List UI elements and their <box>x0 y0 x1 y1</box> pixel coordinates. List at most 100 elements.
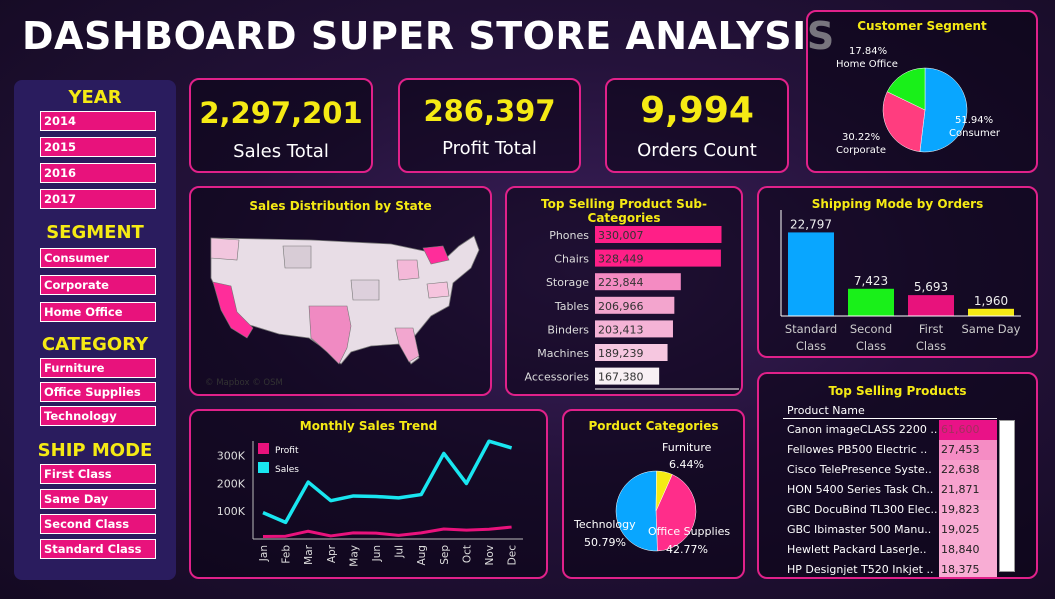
pie-slice-furniture[interactable] <box>655 470 673 512</box>
ship-category-standard-class-line0: Standard <box>785 322 837 336</box>
ship-value-second-class: 7,423 <box>854 274 888 288</box>
kpi-sales-value: 2,297,201 <box>199 96 363 130</box>
table-row[interactable]: Cisco TelePresence Syste.. 22,638 <box>783 460 997 480</box>
subcat-bar-chairs[interactable] <box>595 249 721 267</box>
filter-segment-corporate[interactable]: Corporate <box>40 275 156 295</box>
subcat-label-accessories: Accessories <box>525 371 590 384</box>
ship-category-first-class-line0: First <box>919 322 944 336</box>
subcat-bar-accessories[interactable] <box>595 367 660 385</box>
legend-sales-swatch <box>258 462 269 473</box>
subcat-bar-binders[interactable] <box>595 320 673 338</box>
sales-map-panel: Sales Distribution by State © Mapbox © O… <box>189 186 492 396</box>
product-sales-cell: 18,375 <box>939 560 997 577</box>
segment-filter-heading: SEGMENT <box>46 222 144 243</box>
filter-ship-standard-class[interactable]: Standard Class <box>40 539 156 559</box>
filter-category-office-supplies[interactable]: Office Supplies <box>40 382 156 402</box>
product-sales-cell: 21,871 <box>939 480 997 500</box>
cat-label-office-supplies: Office Supplies <box>648 525 730 538</box>
trend-month-apr: Apr <box>326 544 338 563</box>
trend-line-profit[interactable] <box>262 525 512 538</box>
pie-slice-consumer[interactable] <box>919 67 968 153</box>
subcat-bar-machines[interactable] <box>595 344 668 361</box>
filter-category-furniture[interactable]: Furniture <box>40 358 156 378</box>
table-row[interactable]: Hewlett Packard LaserJe.. 18,840 <box>783 540 997 560</box>
product-sales-cell: 18,840 <box>939 540 997 560</box>
product-name-cell: GBC DocuBind TL300 Elec.. <box>787 503 937 516</box>
table-row[interactable]: GBC DocuBind TL300 Elec.. 19,823 <box>783 500 997 520</box>
us-states-shape <box>210 235 480 365</box>
ship-bar-second-class[interactable] <box>848 288 894 316</box>
cat-label-furniture: Furniture <box>662 441 712 454</box>
us-sales-map[interactable]: © Mapbox © OSM <box>191 188 490 394</box>
table-row[interactable]: Canon imageCLASS 2200 .. 61,600 <box>783 420 997 440</box>
product-sales-cell: 22,638 <box>939 460 997 480</box>
subcat-bar-tables[interactable] <box>595 296 675 314</box>
product-name-cell: Hewlett Packard LaserJe.. <box>787 543 927 556</box>
table-row[interactable]: GBC Ibimaster 500 Manu.. 19,025 <box>783 520 997 540</box>
kpi-orders-card: 9,994 Orders Count <box>605 78 789 173</box>
subcategories-title: Top Selling Product Sub-Categories <box>541 197 707 225</box>
ship-category-second-class-line1: Class <box>856 339 886 353</box>
kpi-sales-label: Sales Total <box>233 141 329 162</box>
ship-value-standard-class: 22,797 <box>790 217 832 231</box>
filter-year-2014[interactable]: 2014 <box>40 111 156 131</box>
subcat-label-phones: Phones <box>549 229 589 242</box>
subcat-label-tables: Tables <box>554 300 589 313</box>
subcat-value-binders: 203,413 <box>598 323 644 336</box>
trend-month-mar: Mar <box>303 544 315 564</box>
trend-month-feb: Feb <box>281 545 293 564</box>
ship-value-same-day: 1,960 <box>974 294 1008 308</box>
product-sales-cell: 27,453 <box>939 440 997 460</box>
category-filter-heading: CATEGORY <box>41 334 149 355</box>
product-categories-chart: Furniture 6.44% Office Supplies 42.77% T… <box>573 441 730 556</box>
ship-bar-same-day[interactable] <box>968 308 1014 316</box>
seg-label-corporate-pct: 30.22% <box>842 132 880 143</box>
shipping-mode-title: Shipping Mode by Orders <box>811 197 984 211</box>
ship-category-first-class-line1: Class <box>916 339 946 353</box>
table-row[interactable]: Fellowes PB500 Electric .. 27,453 <box>783 440 997 460</box>
filter-year-2015[interactable]: 2015 <box>40 137 156 157</box>
subcat-value-accessories: 167,380 <box>598 371 644 384</box>
monthly-trend-chart: Profit Sales 100K 200K 300K Jan Feb Mar Apr May… <box>217 439 523 567</box>
table-scrollbar[interactable] <box>999 420 1015 572</box>
filter-ship-same-day[interactable]: Same Day <box>40 489 156 509</box>
subcat-label-machines: Machines <box>537 347 589 360</box>
product-categories-panel: Porduct Categories Furniture 6.44% Offic… <box>562 409 745 579</box>
subcat-bar-phones[interactable] <box>595 226 722 243</box>
product-categories-title: Porduct Categories <box>588 419 719 433</box>
subcat-value-phones: 330,007 <box>598 229 644 242</box>
filter-segment-consumer[interactable]: Consumer <box>40 248 156 268</box>
legend-profit-swatch <box>258 443 269 454</box>
filter-ship-second-class[interactable]: Second Class <box>40 514 156 534</box>
subcat-bar-storage[interactable] <box>595 273 681 291</box>
filter-year-2017[interactable]: 2017 <box>40 189 156 209</box>
table-header-divider <box>783 418 997 419</box>
trend-line-sales[interactable] <box>262 439 513 525</box>
subcategories-chart: Phones 330,007 Chairs 328,449 Storage 223,844… <box>525 226 739 390</box>
cat-label-technology: Technology <box>573 518 636 531</box>
ship-bar-standard-class[interactable] <box>788 232 834 316</box>
pie-slice-technology[interactable] <box>615 470 658 552</box>
product-name-cell: HON 5400 Series Task Ch.. <box>787 483 934 496</box>
pie-slice-office-supplies[interactable] <box>655 474 697 552</box>
customer-segment-chart: 51.94% Consumer 30.22% Corporate 17.84% … <box>836 46 1001 156</box>
pie-slice-home-office[interactable] <box>886 67 926 111</box>
monthly-trend-title: Monthly Sales Trend <box>299 419 438 433</box>
ship-category-standard-class-line1: Class <box>796 339 826 353</box>
ship-bar-first-class[interactable] <box>908 295 954 316</box>
cat-label-office-supplies-pct: 42.77% <box>666 543 708 556</box>
ship-category-second-class-line0: Second <box>850 322 892 336</box>
kpi-orders-label: Orders Count <box>637 140 757 161</box>
filter-category-technology[interactable]: Technology <box>40 406 156 426</box>
filter-ship-first-class[interactable]: First Class <box>40 464 156 484</box>
table-row[interactable]: HP Designjet T520 Inkjet .. 18,375 <box>783 560 997 577</box>
filter-year-2016[interactable]: 2016 <box>40 163 156 183</box>
pie-slice-corporate[interactable] <box>882 91 926 152</box>
filter-segment-home-office[interactable]: Home Office <box>40 302 156 322</box>
product-name-cell: Canon imageCLASS 2200 .. <box>787 423 937 436</box>
kpi-sales-card: 2,297,201 Sales Total <box>189 78 373 173</box>
map-title: Sales Distribution by State <box>249 199 432 213</box>
ship-value-first-class: 5,693 <box>914 280 948 294</box>
kpi-profit-card: 286,397 Profit Total <box>398 78 581 173</box>
table-row[interactable]: HON 5400 Series Task Ch.. 21,871 <box>783 480 997 500</box>
